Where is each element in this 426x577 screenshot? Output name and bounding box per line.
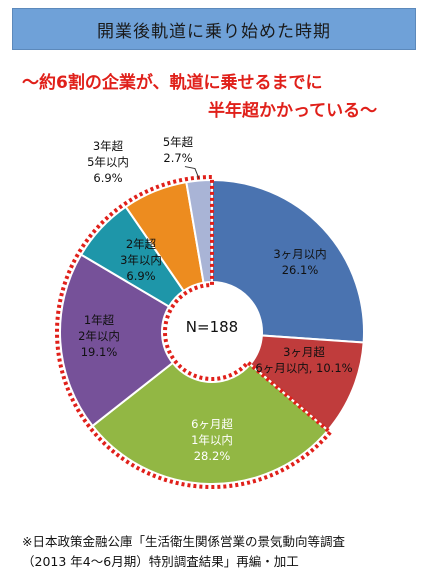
headline-line-1: ～約6割の企業が、軌道に乗せるまでに xyxy=(22,73,323,93)
highlight-dashed-border xyxy=(55,174,334,489)
center-label: N=188 xyxy=(186,318,238,336)
slice-label: 1年超 2年以内 19.1% xyxy=(78,313,120,359)
labels-layer: 3ヶ月以内 26.1% 3ヶ月超 6ヶ月以内, 10.1% 6ヶ月超 1年以内 28.2% 1… xyxy=(78,135,353,463)
footer-source-line-1: ※日本政策金融公庫「生活衛生関係営業の景気動向等調査 xyxy=(22,534,345,549)
pie-slice xyxy=(91,361,330,485)
chart-title-banner: 開業後軌道に乗り始めた時期 xyxy=(12,8,416,50)
pie-slice xyxy=(211,178,365,344)
slices-layer xyxy=(59,178,365,485)
slice-label: 2年超 3年以内 6.9% xyxy=(120,237,162,283)
footer-source-line-2: （2013 年4～6月期）特別調査結果」再編・加工 xyxy=(22,554,299,569)
headline-line-2: 半年超かかっている～ xyxy=(208,101,378,121)
slice-label: 5年超 2.7% xyxy=(163,135,194,165)
slice-label: 3ヶ月超 6ヶ月以内, 10.1% xyxy=(255,345,352,375)
slice-label: 3ヶ月以内 26.1% xyxy=(273,247,326,277)
slice-label: 6ヶ月超 1年以内 28.2% xyxy=(191,417,233,463)
highlight-layer xyxy=(55,174,334,489)
leader-line xyxy=(184,166,200,179)
chart-title: 開業後軌道に乗り始めた時期 xyxy=(97,21,331,42)
pie-slice xyxy=(185,178,213,284)
slice-label: 3年超 5年以内 6.9% xyxy=(87,139,129,185)
pie-slice xyxy=(59,253,175,428)
